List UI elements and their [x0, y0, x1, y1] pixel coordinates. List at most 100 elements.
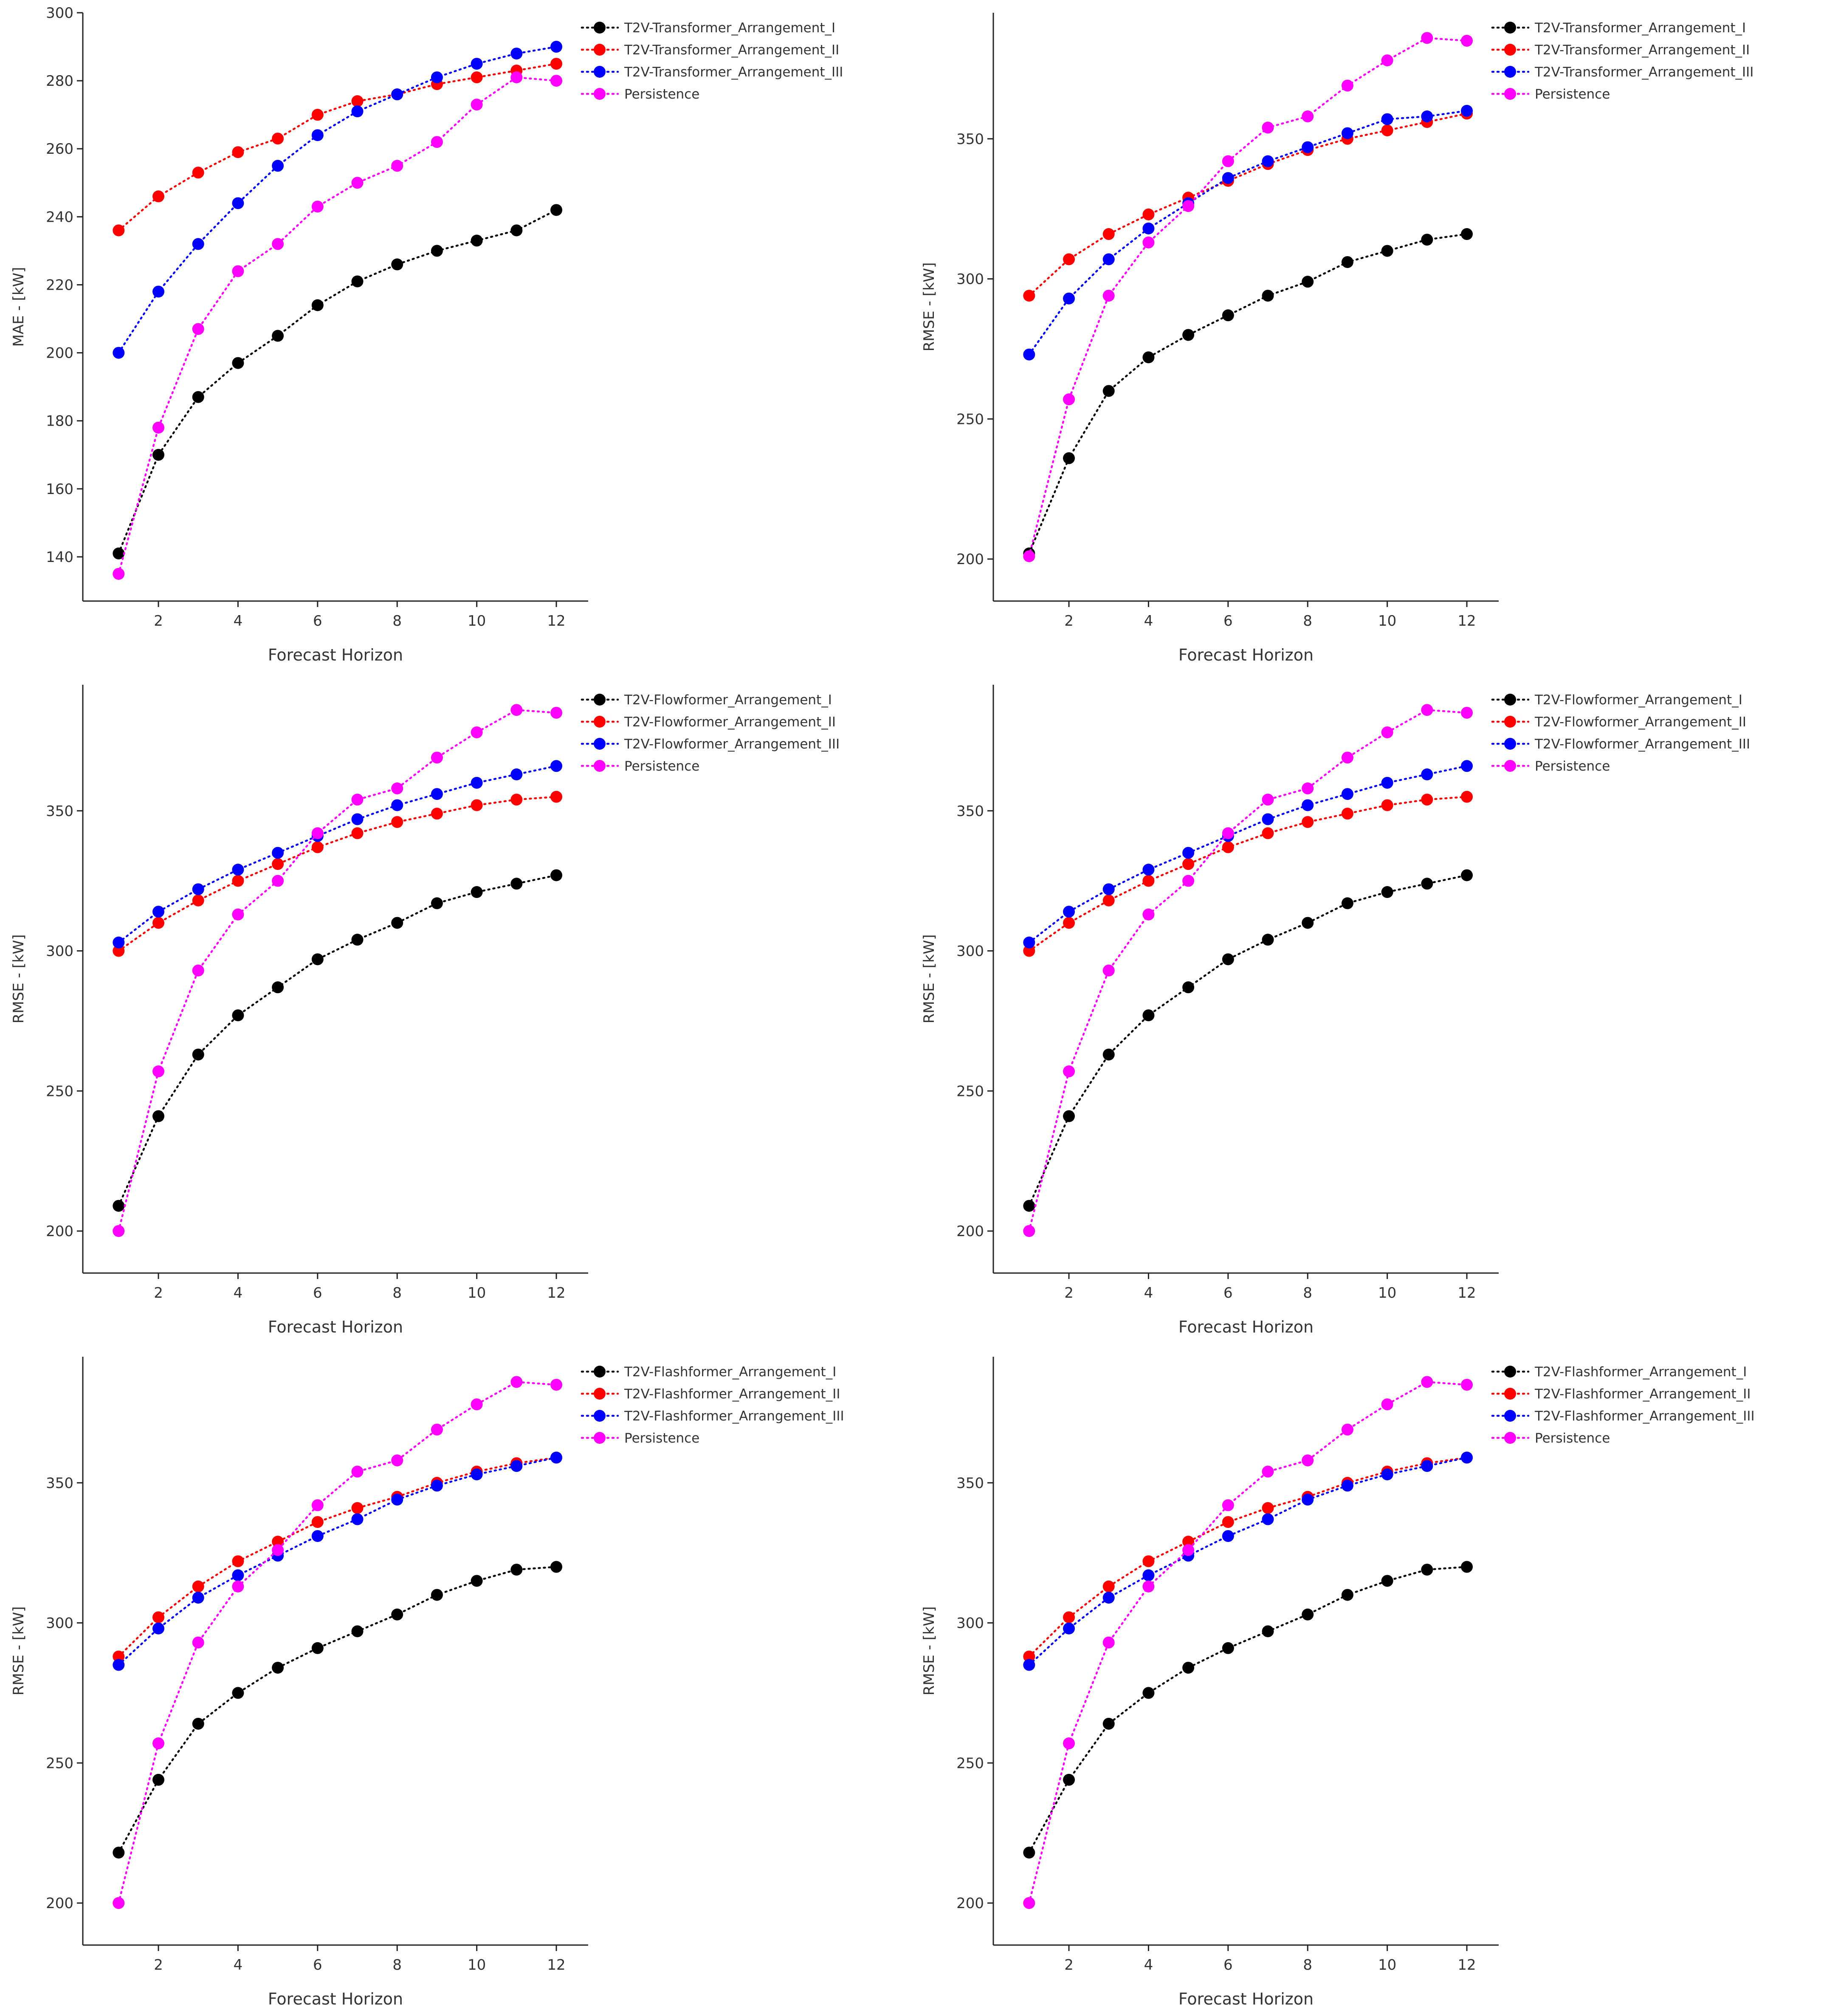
data-point: [1342, 256, 1353, 268]
data-point: [1342, 1480, 1353, 1491]
data-point: [1182, 1544, 1194, 1556]
axes: 200 250 300 350 2 4 6 8 10 12: [46, 1357, 588, 1974]
series-line: [118, 1382, 556, 1903]
data-point: [352, 934, 364, 946]
data-point: [1262, 290, 1274, 302]
data-point: [1461, 1451, 1473, 1463]
data-point: [312, 1499, 324, 1511]
series-4: [113, 704, 562, 1237]
legend-item: T2V-Transformer_Arrangement_III: [582, 65, 843, 80]
data-point: [510, 704, 522, 716]
series-line: [1029, 875, 1467, 1206]
data-point: [272, 133, 284, 144]
legend-item: T2V-Flashformer_Arrangement_III: [582, 1409, 844, 1424]
series-4: [1023, 32, 1473, 562]
chart-panel-6: 200 250 300 350 2 4 6 8 10 12 Forecast Horizon RMSE…: [910, 1344, 1821, 2016]
legend-item: T2V-Transformer_Arrangement_II: [582, 42, 839, 58]
legend-swatch-marker: [1504, 1366, 1516, 1378]
legend-label: T2V-Transformer_Arrangement_I: [624, 20, 835, 36]
legend-label: T2V-Transformer_Arrangement_III: [1534, 65, 1753, 80]
legend-item: Persistence: [582, 759, 699, 774]
data-point: [1182, 858, 1194, 870]
data-point: [1381, 886, 1393, 898]
data-point: [1262, 1625, 1274, 1637]
y-tick-label: 250: [956, 1755, 984, 1772]
y-tick-label: 260: [46, 141, 73, 158]
data-point: [1103, 895, 1115, 906]
legend-item: Persistence: [582, 87, 699, 102]
data-point: [192, 1592, 204, 1604]
data-point: [471, 71, 483, 83]
data-point: [192, 1718, 204, 1730]
data-point: [510, 768, 522, 780]
legend-item: Persistence: [1492, 87, 1610, 102]
legend-swatch-marker: [1504, 694, 1516, 706]
y-tick-label: 140: [46, 549, 73, 566]
data-point: [510, 1376, 522, 1388]
data-point: [152, 1110, 164, 1122]
legend: T2V-Transformer_Arrangement_I T2V-Transfo…: [582, 20, 843, 102]
chart-svg: 2002503003502 4 6 8 10 12Forecast HorizonRMSE…: [0, 672, 910, 1344]
data-point: [352, 1625, 364, 1637]
data-point: [232, 864, 244, 875]
y-tick-label: 300: [46, 1615, 73, 1632]
legend-swatch-marker: [594, 44, 606, 56]
legend-swatch-marker: [1504, 22, 1516, 34]
legend-swatch-marker: [594, 760, 606, 772]
data-point: [352, 1465, 364, 1477]
data-point: [431, 245, 443, 257]
series-line: [118, 47, 556, 353]
data-point: [1182, 1662, 1194, 1674]
x-axis-label: Forecast Horizon: [1178, 1318, 1314, 1336]
data-point: [391, 782, 403, 794]
x-tick-label: 8: [392, 1285, 402, 1302]
data-point: [312, 200, 324, 212]
data-point: [471, 726, 483, 738]
x-tick-label: 8: [1303, 613, 1312, 630]
legend-item: T2V-Flashformer_Arrangement_II: [582, 1386, 840, 1402]
y-axis-label: RMSE - [kW]: [921, 935, 938, 1024]
y-tick-label: 300: [46, 943, 73, 960]
series-4: [113, 1376, 562, 1909]
chart-svg: 2002503003502 4 6 8 10 12Forecast HorizonRMSE…: [0, 1344, 910, 2016]
data-point: [1342, 1423, 1353, 1435]
y-tick-label: 180: [46, 413, 73, 430]
x-tick-label: 4: [1144, 1957, 1153, 1974]
data-point: [312, 299, 324, 311]
legend-label: Persistence: [624, 1431, 699, 1446]
y-tick-label: 200: [956, 1895, 984, 1912]
y-tick-label: 300: [956, 1615, 984, 1632]
y-axis-label: MAE - [kW]: [10, 267, 27, 347]
series-line: [118, 797, 556, 951]
y-tick-label: 240: [46, 209, 73, 226]
data-point: [1142, 351, 1154, 363]
legend-label: T2V-Flowformer_Arrangement_III: [624, 737, 840, 752]
data-point: [152, 1737, 164, 1749]
x-tick-label: 10: [1378, 1957, 1396, 1974]
series-4: [1023, 1376, 1473, 1909]
data-point: [1063, 1110, 1075, 1122]
x-tick-label: 12: [1457, 1285, 1476, 1302]
legend-swatch-marker: [594, 716, 606, 728]
data-point: [152, 906, 164, 918]
data-point: [550, 760, 562, 772]
series-line: [118, 1457, 556, 1656]
legend-swatch-marker: [594, 1432, 606, 1444]
data-point: [352, 1513, 364, 1525]
data-point: [1461, 35, 1473, 47]
data-point: [1023, 1659, 1035, 1671]
chart-panel-1: 140 160 180 200 220 240 260 280 300 2 4 6 8 10 12 Forec…: [0, 0, 910, 672]
data-point: [471, 58, 483, 70]
data-point: [431, 1423, 443, 1435]
legend: T2V-Flashformer_Arrangement_IT2V-Flashfo…: [1492, 1364, 1755, 1446]
x-tick-label: 4: [234, 613, 243, 630]
x-tick-label: 6: [313, 1957, 322, 1974]
data-point: [1103, 290, 1115, 302]
data-point: [113, 224, 124, 236]
data-point: [352, 813, 364, 825]
legend-swatch-marker: [1504, 66, 1516, 78]
data-point: [1063, 1065, 1075, 1077]
legend-swatch-marker: [594, 1366, 606, 1378]
x-tick-label: 2: [154, 1285, 163, 1302]
data-point: [232, 357, 244, 369]
